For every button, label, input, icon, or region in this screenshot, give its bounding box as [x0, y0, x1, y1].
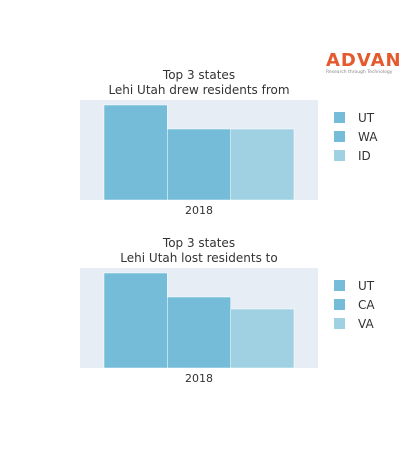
chart-title-line1: Top 3 states	[162, 68, 236, 82]
logo-tagline: Research through Technology	[326, 70, 393, 75]
legend-label: VA	[358, 316, 374, 331]
legend-item[interactable]: VA	[334, 314, 375, 333]
bar-ut[interactable]	[103, 272, 168, 368]
chart-drew-residents: Top 3 states Lehi Utah drew residents fr…	[0, 62, 400, 222]
legend-item[interactable]: ID	[334, 146, 377, 165]
chart-title-line1: Top 3 states	[162, 236, 236, 250]
legend-label: ID	[358, 148, 371, 163]
chart-lost-residents: Top 3 states Lehi Utah lost residents to…	[0, 230, 400, 390]
legend-item[interactable]: UT	[334, 108, 377, 127]
legend-swatch	[334, 150, 345, 161]
legend-swatch	[334, 280, 345, 291]
legend-item[interactable]: WA	[334, 127, 377, 146]
x-tick-label: 2018	[185, 372, 213, 385]
bar-va[interactable]	[230, 308, 295, 368]
legend-label: CA	[358, 297, 375, 312]
chart-title-line2: Lehi Utah drew residents from	[108, 83, 290, 97]
plot-area	[80, 268, 318, 368]
chart-title-line2: Lehi Utah lost residents to	[120, 251, 278, 265]
legend: UT CA VA	[334, 276, 375, 333]
advan-logo: ADVAN Research through Technology	[326, 50, 400, 76]
legend-label: UT	[358, 278, 375, 293]
legend-label: UT	[358, 110, 375, 125]
logo-text: ADVAN	[326, 50, 400, 71]
plot-area	[80, 100, 318, 200]
legend-item[interactable]: CA	[334, 295, 375, 314]
bar-ca[interactable]	[167, 296, 231, 368]
legend-label: WA	[358, 129, 378, 144]
x-tick-label: 2018	[185, 204, 213, 217]
legend-swatch	[334, 299, 345, 310]
bar-plot	[103, 104, 295, 200]
legend-swatch	[334, 318, 345, 329]
bar-ut[interactable]	[103, 104, 168, 200]
bar-wa[interactable]	[167, 128, 231, 200]
legend-swatch	[334, 131, 345, 142]
legend-item[interactable]: UT	[334, 276, 375, 295]
bar-plot	[103, 272, 295, 368]
legend-swatch	[334, 112, 345, 123]
bar-id[interactable]	[230, 128, 295, 200]
legend: UT WA ID	[334, 108, 377, 165]
